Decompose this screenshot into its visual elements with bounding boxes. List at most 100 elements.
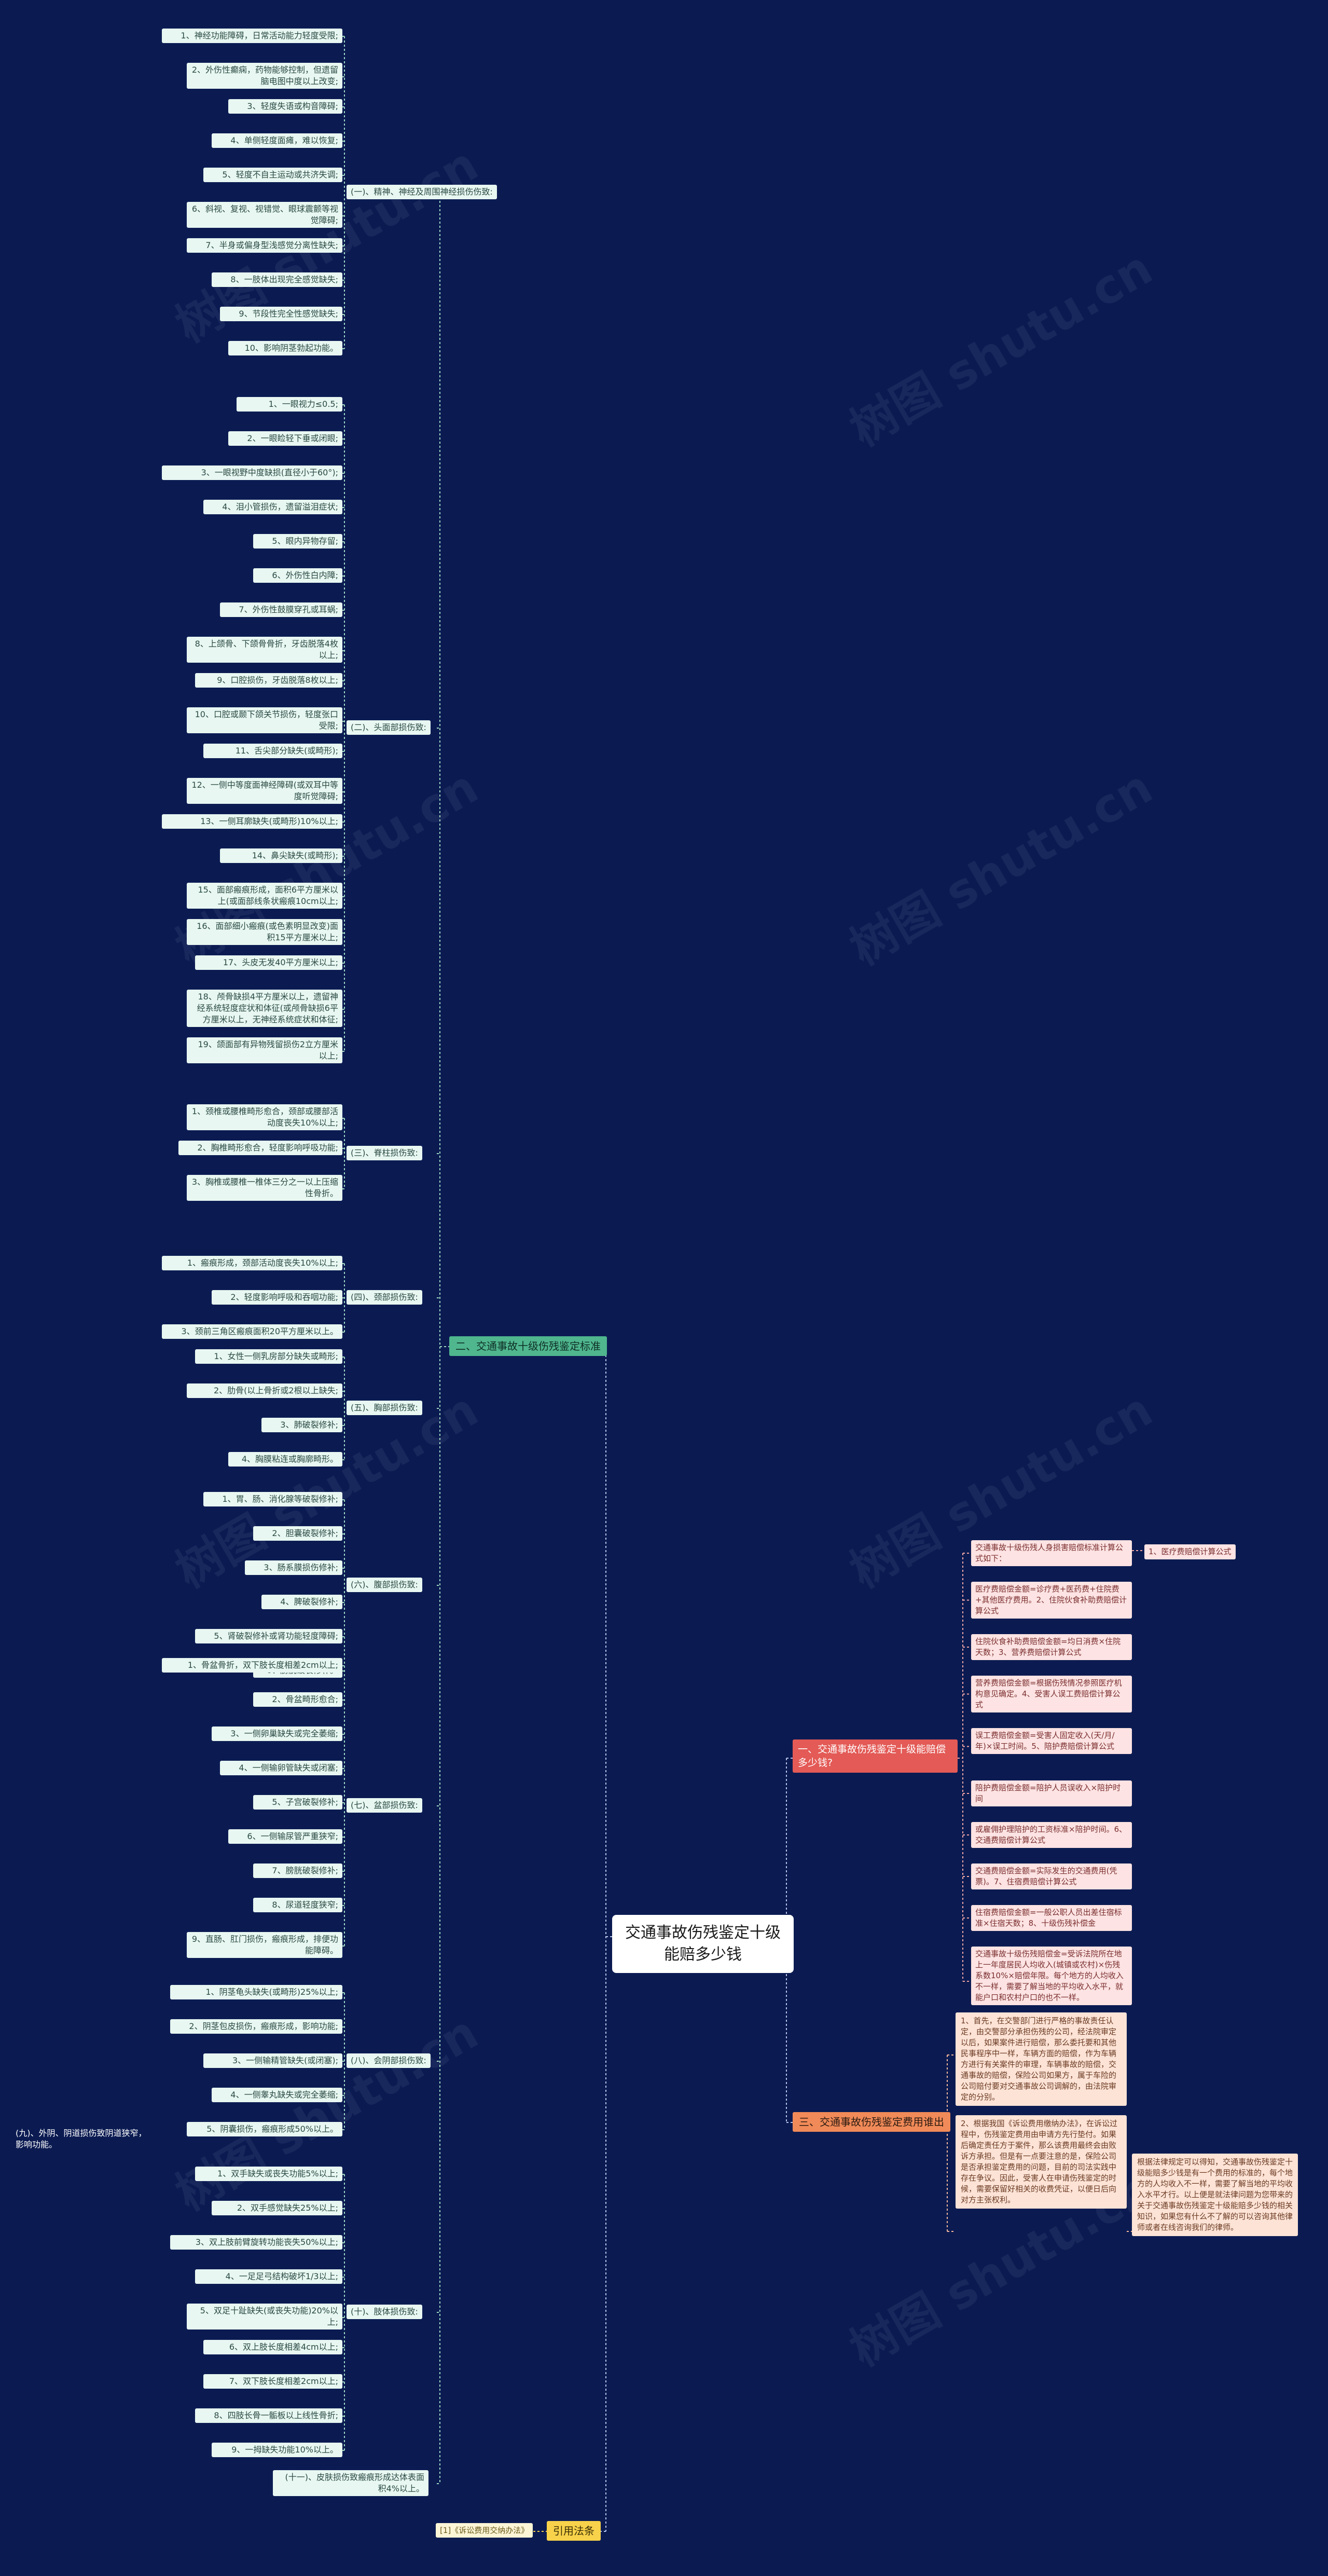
standard-item[interactable]: 5、轻度不自主运动或共济失调;	[203, 168, 342, 182]
compensation-item[interactable]: 医疗费赔偿金额=诊疗费+医药费+住院费+其他医疗费用。2、住院伙食补助费赔偿计算…	[971, 1582, 1132, 1619]
standard-item[interactable]: 6、斜视、复视、视错觉、眼球震颤等视觉障碍;	[187, 202, 342, 228]
reference-item[interactable]: [1]《诉讼费用交纳办法》	[436, 2523, 533, 2538]
standard-item[interactable]: 5、眼内异物存留;	[253, 534, 342, 549]
standard-item[interactable]: 18、颅骨缺损4平方厘米以上，遗留神经系统轻度症状和体征(或颅骨缺损6平方厘米以…	[187, 990, 342, 1027]
standard-group-label[interactable]: (八)、会阴部损伤致:	[347, 2053, 431, 2068]
standard-item[interactable]: 4、一侧睾丸缺失或完全萎缩;	[212, 2088, 342, 2102]
standard-item[interactable]: 2、一眼睑轻下垂或闭眼;	[228, 431, 342, 446]
standard-item[interactable]: 14、鼻尖缺失(或畸形);	[220, 848, 342, 863]
compensation-item[interactable]: 住宿费赔偿金额=一般公职人员出差住宿标准×住宿天数；8、十级伤残补偿金	[971, 1905, 1132, 1931]
standard-item[interactable]: 6、双上肢长度相差4cm以上;	[203, 2340, 342, 2354]
standard-item[interactable]: 3、双上肢前臂旋转功能丧失50%以上;	[170, 2235, 342, 2250]
standard-item[interactable]: 17、头皮无发40平方厘米以上;	[195, 955, 342, 970]
standard-item[interactable]: 1、神经功能障碍，日常活动能力轻度受限;	[162, 29, 342, 43]
compensation-item[interactable]: 陪护费赔偿金额=陪护人员误收入×陪护时间	[971, 1780, 1132, 1806]
standard-item[interactable]: 7、双下肢长度相差2cm以上;	[203, 2374, 342, 2389]
standard-item[interactable]: 13、一侧耳廓缺失(或畸形)10%以上;	[162, 814, 342, 829]
branch-procedure[interactable]: 三、交通事故伤残鉴定费用谁出	[793, 2112, 950, 2132]
standard-item[interactable]: 4、单侧轻度面瘫，难以恢复;	[212, 133, 342, 148]
standard-item[interactable]: 1、骨盆骨折，双下肢长度相差2cm以上;	[162, 1658, 342, 1673]
standard-item[interactable]: 4、一足足弓结构破坏1/3以上;	[195, 2269, 342, 2284]
standard-item[interactable]: 5、双足十趾缺失(或丧失功能)20%以上;	[187, 2304, 342, 2330]
standard-item[interactable]: 7、膀胱破裂修补;	[253, 1864, 342, 1878]
branch-standard[interactable]: 二、交通事故十级伤残鉴定标准	[449, 1336, 607, 1356]
standard-item[interactable]: 9、口腔损伤，牙齿脱落8枚以上;	[195, 673, 342, 688]
branch-compensation[interactable]: 一、交通事故伤残鉴定十级能赔偿多少钱?	[793, 1739, 958, 1773]
standard-item[interactable]: 8、上颌骨、下颌骨骨折，牙齿脱落4枚以上;	[187, 637, 342, 663]
procedure-item[interactable]: 1、首先，在交警部门进行严格的事故责任认定，由交警部分承担伤残的公司，经法院审定…	[956, 2012, 1127, 2106]
standard-item[interactable]: 4、胸膜粘连或胸廓畸形。	[228, 1452, 342, 1467]
standard-item[interactable]: 8、四肢长骨一骺板以上线性骨折;	[195, 2408, 342, 2423]
standard-item[interactable]: 2、轻度影响呼吸和吞咽功能;	[212, 1290, 342, 1305]
standard-group-label[interactable]: (五)、胸部损伤致:	[347, 1401, 422, 1415]
standard-item[interactable]: 3、颈前三角区瘢痕面积20平方厘米以上。	[162, 1324, 342, 1339]
standard-group-label[interactable]: (二)、头面部损伤致:	[347, 720, 431, 735]
standard-group-label[interactable]: (四)、颈部损伤致:	[347, 1290, 422, 1305]
compensation-item[interactable]: 交通费赔偿金额=实际发生的交通费用(凭票)。7、住宿费赔偿计算公式	[971, 1864, 1132, 1889]
standard-group-label[interactable]: (六)、腹部损伤致:	[347, 1578, 422, 1592]
standard-item[interactable]: 1、女性一侧乳房部分缺失或畸形;	[195, 1349, 342, 1364]
standard-item[interactable]: 1、双手缺失或丧失功能5%以上;	[195, 2167, 342, 2181]
standard-group-label[interactable]: (七)、盆部损伤致:	[347, 1798, 422, 1813]
compensation-item[interactable]: 营养费赔偿金额=根据伤残情况参照医疗机构意见确定。4、受害人误工费赔偿计算公式	[971, 1676, 1132, 1712]
standard-item[interactable]: 1、阴茎龟头缺失(或畸形)25%以上;	[170, 1985, 342, 1999]
standard-group-label[interactable]: (一)、精神、神经及周围神经损伤伤致:	[347, 185, 497, 199]
standard-item[interactable]: 4、一侧输卵管缺失或闭塞;	[220, 1761, 342, 1775]
watermark-text: 树图 shutu.cn	[841, 759, 1161, 976]
standard-group-label[interactable]: (三)、脊柱损伤致:	[347, 1146, 422, 1160]
standard-item[interactable]: 7、外伤性鼓膜穿孔或耳蜗;	[220, 602, 342, 617]
watermark-text: 树图 shutu.cn	[841, 240, 1161, 457]
standard-item[interactable]: 3、一眼视野中度缺损(直径小于60°);	[162, 465, 342, 480]
standard-group-label[interactable]: (十)、肢体损伤致:	[347, 2305, 422, 2319]
standard-item[interactable]: 3、轻度失语或构音障碍;	[228, 99, 342, 114]
compensation-formula-tag[interactable]: 1、医疗费赔偿计算公式	[1144, 1544, 1236, 1559]
standard-item[interactable]: 6、一侧输尿管严重狭窄;	[228, 1829, 342, 1844]
standard-item[interactable]: 6、外伤性白内障;	[253, 568, 342, 583]
standard-item[interactable]: 16、面部细小瘢痕(或色素明显改变)面积15平方厘米以上;	[187, 919, 342, 945]
standard-item[interactable]: 1、一眼视力≤0.5;	[237, 397, 342, 412]
compensation-item[interactable]: 交通事故十级伤残赔偿金=受诉法院所在地上一年度居民人均收入(城镇或农村)×伤残系…	[971, 1947, 1132, 2005]
standard-item[interactable]: 4、泪小管损伤，遗留溢泪症状;	[203, 500, 342, 514]
standard-item[interactable]: 2、骨盆畸形愈合;	[253, 1692, 342, 1707]
standard-item[interactable]: 8、尿道轻度狭窄;	[253, 1898, 342, 1912]
branch-reference[interactable]: 引用法条	[547, 2521, 601, 2541]
compensation-item[interactable]: 交通事故十级伤残人身损害赔偿标准计算公式如下：	[971, 1540, 1132, 1566]
standard-item[interactable]: 2、胆囊破裂修补;	[253, 1526, 342, 1541]
standard-item[interactable]: 3、肠系膜损伤修补;	[245, 1560, 342, 1575]
procedure-item[interactable]: 2、根据我国《诉讼费用缴纳办法》，在诉讼过程中，伤残鉴定费用由申请方先行垫付。如…	[956, 2115, 1127, 2209]
standard-item[interactable]: 15、面部瘢痕形成，面积6平方厘米以上(或面部线条状瘢痕10cm以上;	[187, 883, 342, 909]
standard-item[interactable]: 2、外伤性癫痫，药物能够控制，但遗留脑电图中度以上改变;	[187, 63, 342, 89]
standard-item[interactable]: 19、颌面部有异物残留损伤2立方厘米以上;	[187, 1037, 342, 1063]
compensation-item[interactable]: 住院伙食补助费赔偿金额=均日消费×住院天数；3、营养费赔偿计算公式	[971, 1634, 1132, 1660]
standard-group-extra[interactable]: (十一)、皮肤损伤致瘢痕形成达体表面积4%以上。	[273, 2470, 428, 2496]
standard-item[interactable]: 5、阴囊损伤，瘢痕形成50%以上。	[187, 2122, 342, 2136]
standard-item[interactable]: 3、一侧卵巢缺失或完全萎缩;	[212, 1727, 342, 1741]
standard-item[interactable]: 2、肋骨(以上骨折或2根以上缺失;	[187, 1383, 342, 1398]
standard-item[interactable]: 3、一侧输精管缺失(或闭塞);	[203, 2053, 342, 2068]
standard-item[interactable]: 7、半身或偏身型浅感觉分离性缺失;	[187, 238, 342, 253]
standard-item[interactable]: 9、一拇缺失功能10%以上。	[212, 2443, 342, 2457]
compensation-item[interactable]: 误工费赔偿金额=受害人固定收入(天/月/年)×误工时间。5、陪护费赔偿计算公式	[971, 1728, 1132, 1754]
procedure-note[interactable]: 根据法律规定可以得知，交通事故伤残鉴定十级能赔多少钱是有一个费用的标准的，每个地…	[1132, 2154, 1298, 2236]
standard-item[interactable]: 11、舌尖部分缺失(或畸形);	[203, 744, 342, 758]
standard-item[interactable]: 4、脾破裂修补;	[261, 1595, 342, 1609]
standard-item[interactable]: 10、口腔或颞下颌关节损伤，轻度张口受限;	[187, 707, 342, 733]
standard-item[interactable]: 12、一侧中等度面神经障碍(或双耳中等度听觉障碍;	[187, 778, 342, 804]
root-topic[interactable]: 交通事故伤残鉴定十级能赔多少钱	[612, 1915, 794, 1973]
standard-item[interactable]: 10、影响阴茎勃起功能。	[228, 341, 342, 355]
standard-item[interactable]: 1、胃、肠、消化腺等破裂修补;	[203, 1492, 342, 1506]
standard-item[interactable]: 9、节段性完全性感觉缺失;	[220, 307, 342, 321]
standard-item[interactable]: 9、直肠、肛门损伤，瘢痕形成，排便功能障碍。	[187, 1932, 342, 1958]
standard-item[interactable]: 5、肾破裂修补或肾功能轻度障碍;	[195, 1629, 342, 1643]
standard-item[interactable]: 3、肺破裂修补;	[261, 1418, 342, 1432]
standard-item[interactable]: 5、子宫破裂修补;	[253, 1795, 342, 1810]
standard-item[interactable]: 2、胸椎畸形愈合，轻度影响呼吸功能;	[178, 1141, 342, 1155]
standard-item[interactable]: 1、瘢痕形成，颈部活动度丧失10%以上;	[162, 1256, 342, 1270]
standard-item[interactable]: 1、颈椎或腰椎畸形愈合，颈部或腰部活动度丧失10%以上;	[187, 1104, 342, 1130]
compensation-item[interactable]: 或雇佣护理陪护的工资标准×陪护时间。6、交通费赔偿计算公式	[971, 1822, 1132, 1848]
standard-item[interactable]: 8、一肢体出现完全感觉缺失;	[212, 272, 342, 287]
standard-item[interactable]: 3、胸椎或腰椎一椎体三分之一以上压缩性骨折。	[187, 1175, 342, 1201]
standard-item[interactable]: 2、阴茎包皮损伤，瘢痕形成，影响功能;	[170, 2019, 342, 2034]
standard-item[interactable]: 2、双手感觉缺失25%以上;	[212, 2201, 342, 2215]
